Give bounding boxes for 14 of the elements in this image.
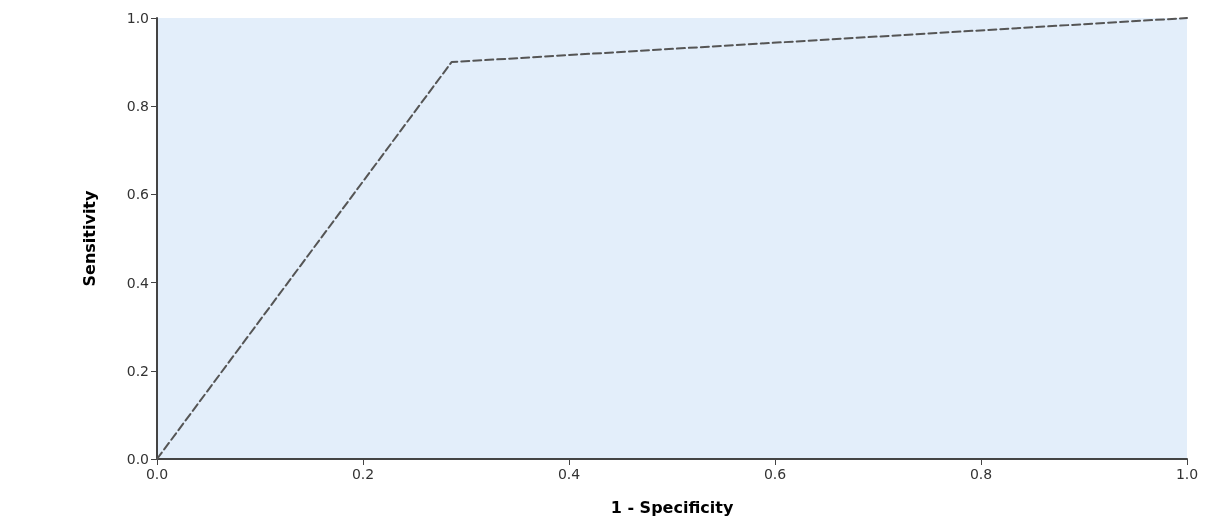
x-axis-title: 1 - Specificity (610, 497, 734, 517)
x-tick-label: 0.4 (557, 466, 581, 482)
x-tick-label: 0.8 (969, 466, 993, 482)
y-tick-label: 1.0 (126, 10, 149, 26)
y-tick-label: 0.2 (126, 362, 149, 379)
x-tick-label: 0.0 (145, 466, 169, 482)
y-tick-label: 0.4 (126, 274, 150, 291)
y-axis-title: Sensitivity (79, 189, 99, 287)
x-tick-label: 0.2 (351, 466, 375, 482)
x-tick-label: 1.0 (1175, 466, 1199, 482)
y-tick-label: 0.8 (126, 98, 149, 115)
y-tick-label: 0.0 (126, 451, 149, 467)
x-tick-label: 0.6 (763, 466, 787, 482)
y-tick-label: 0.6 (126, 186, 150, 203)
